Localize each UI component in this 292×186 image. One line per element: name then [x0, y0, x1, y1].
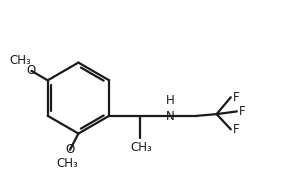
Text: CH₃: CH₃	[130, 141, 152, 154]
Text: O: O	[27, 64, 36, 77]
Text: O: O	[65, 143, 74, 156]
Text: F: F	[239, 105, 245, 118]
Text: N: N	[166, 110, 174, 123]
Text: F: F	[232, 123, 239, 136]
Text: CH₃: CH₃	[57, 158, 79, 170]
Text: H: H	[166, 94, 174, 107]
Text: CH₃: CH₃	[9, 54, 31, 67]
Text: F: F	[232, 91, 239, 104]
